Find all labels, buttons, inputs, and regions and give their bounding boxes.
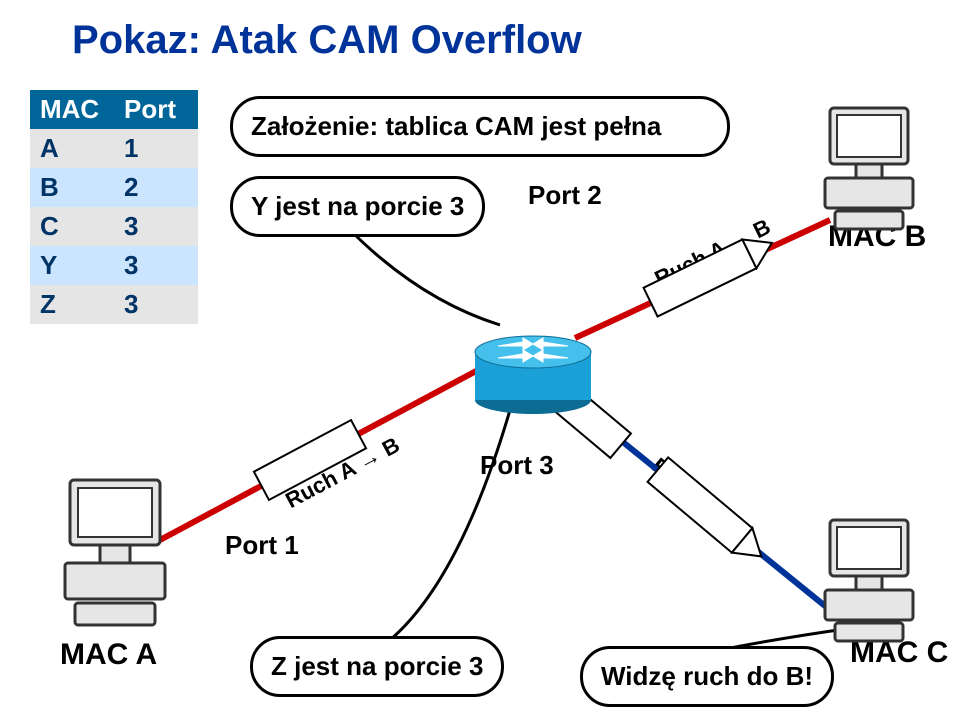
- header-port: Port: [114, 90, 198, 129]
- bubble-attacker: Widzę ruch do B!: [580, 646, 834, 707]
- wire-port1: [160, 370, 478, 540]
- page-title: Pokaz: Atak CAM Overflow: [72, 18, 582, 63]
- traffic-label-2: Ruch A → B: [651, 214, 775, 292]
- traffic-box-3a: [549, 382, 631, 458]
- bubble-z-port3: Z jest na porcie 3: [250, 636, 504, 697]
- cell: 3: [114, 285, 198, 324]
- computer-icon: [65, 480, 165, 625]
- label-mac-c: MAC C: [850, 636, 948, 670]
- cam-table-header: MAC Port: [30, 90, 198, 129]
- cell: Y: [30, 246, 114, 285]
- wire-port2: [575, 220, 830, 338]
- cell: 1: [114, 129, 198, 168]
- table-row: C 3: [30, 207, 198, 246]
- label-mac-b: MAC B: [828, 220, 926, 254]
- label-port3: Port 3: [480, 450, 554, 481]
- label-mac-a: MAC A: [60, 638, 157, 672]
- table-row: Y 3: [30, 246, 198, 285]
- bubble-y-port3: Y jest na porcie 3: [230, 176, 485, 237]
- bubble-assumption: Założenie: tablica CAM jest pełna: [230, 96, 730, 157]
- traffic-label-1: Ruch A → B: [281, 432, 404, 514]
- table-row: Z 3: [30, 285, 198, 324]
- cell: 2: [114, 168, 198, 207]
- cell: A: [30, 129, 114, 168]
- table-row: B 2: [30, 168, 198, 207]
- table-row: A 1: [30, 129, 198, 168]
- cell: 3: [114, 207, 198, 246]
- computer-icon: [825, 108, 913, 229]
- computer-icon: [825, 520, 913, 641]
- cell: B: [30, 168, 114, 207]
- cell: 3: [114, 246, 198, 285]
- switch-icon: [475, 336, 591, 414]
- label-port1: Port 1: [225, 530, 299, 561]
- header-mac: MAC: [30, 90, 114, 129]
- cell: Z: [30, 285, 114, 324]
- cell: C: [30, 207, 114, 246]
- traffic-label-3: Ruch A → B: [646, 453, 759, 554]
- cam-table: MAC Port A 1 B 2 C 3 Y 3 Z 3: [30, 90, 198, 324]
- label-port2: Port 2: [528, 180, 602, 211]
